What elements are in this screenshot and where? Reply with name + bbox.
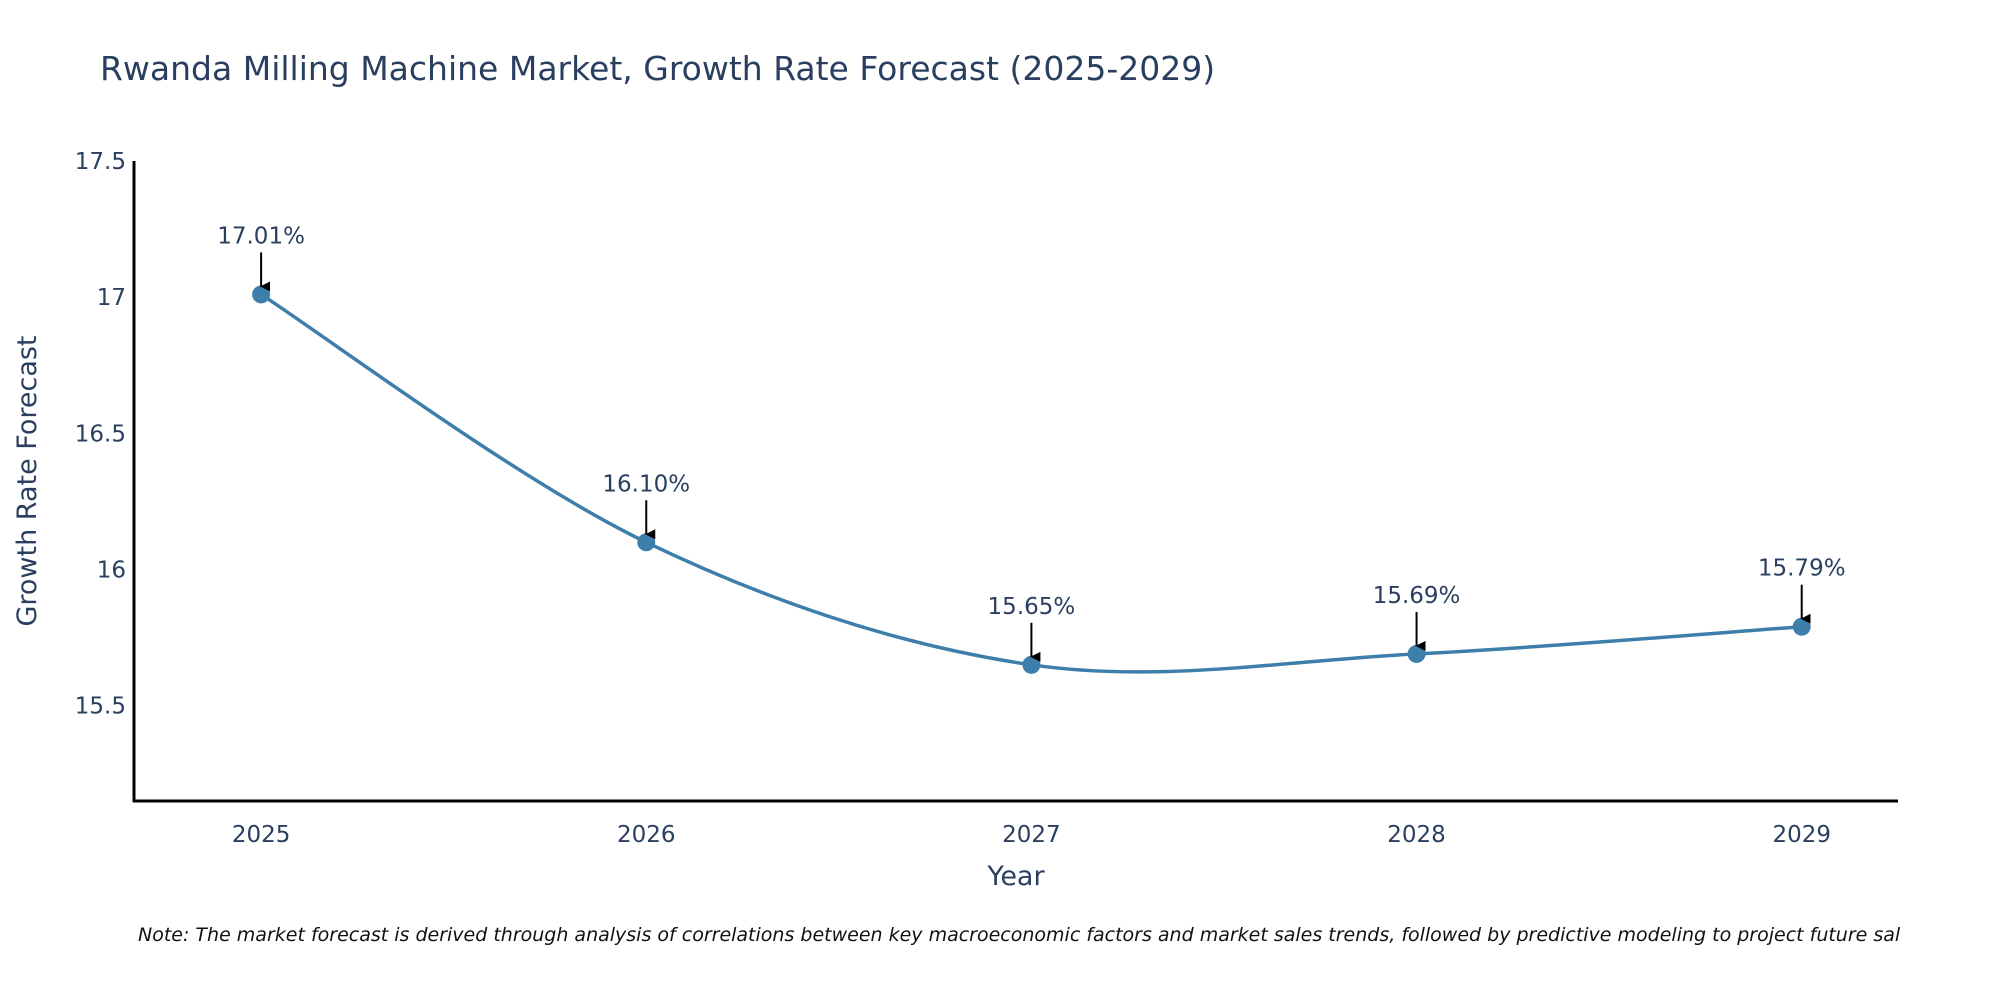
y-tick-label: 15.5 bbox=[75, 694, 126, 720]
y-axis-title: Growth Rate Forecast bbox=[12, 335, 43, 626]
x-tick-label: 2029 bbox=[1772, 822, 1831, 848]
y-tick-label: 17 bbox=[97, 285, 126, 311]
data-label: 15.65% bbox=[988, 594, 1076, 620]
x-tick-label: 2028 bbox=[1387, 822, 1446, 848]
x-tick-label: 2026 bbox=[617, 822, 676, 848]
chart-title: Rwanda Milling Machine Market, Growth Ra… bbox=[100, 49, 1215, 88]
data-point bbox=[637, 533, 656, 552]
data-point bbox=[1022, 655, 1041, 674]
x-tick-label: 2027 bbox=[1002, 822, 1061, 848]
plot-area: 17.01% 16.10% 15.65% 15.69% 15.79% bbox=[132, 161, 1898, 803]
y-tick-label: 16.5 bbox=[75, 421, 126, 447]
data-point bbox=[1407, 644, 1426, 663]
data-label: 17.01% bbox=[217, 223, 305, 249]
data-point bbox=[1792, 617, 1811, 636]
data-point bbox=[252, 285, 271, 304]
data-label: 15.69% bbox=[1373, 583, 1461, 609]
x-axis-ticks: 2025 2026 2027 2028 2029 bbox=[232, 822, 1831, 848]
series-line bbox=[260, 292, 1802, 674]
y-axis-ticks: 15.5 16 16.5 17 17.5 bbox=[75, 149, 126, 720]
data-label: 15.79% bbox=[1758, 556, 1846, 582]
footnote: Note: The market forecast is derived thr… bbox=[138, 924, 1901, 946]
y-tick-label: 17.5 bbox=[75, 149, 126, 175]
y-tick-label: 16 bbox=[97, 558, 126, 584]
x-axis-title: Year bbox=[986, 861, 1045, 892]
data-label: 16.10% bbox=[602, 471, 690, 497]
x-tick-label: 2025 bbox=[232, 822, 291, 848]
